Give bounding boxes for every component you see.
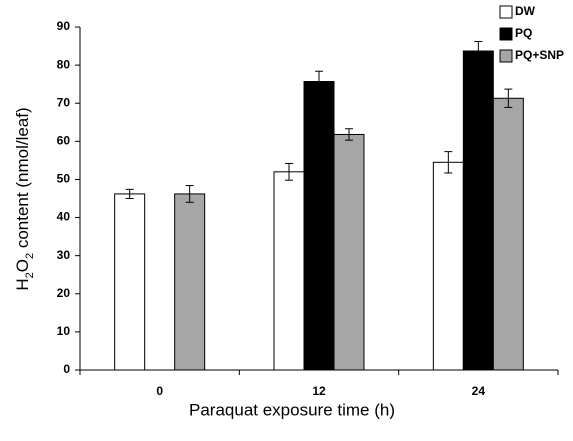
y-tick-label: 70 [57,95,71,109]
x-tick-label: 12 [312,384,326,398]
subscript: 2 [24,253,36,259]
bar [432,161,464,371]
bar [492,97,524,371]
error-bar [444,151,453,174]
y-tick-label: 20 [57,286,71,300]
y-tick-label: 60 [57,134,71,148]
error-bar [185,185,194,203]
bar [462,50,494,371]
legend-label: PQ+SNP [515,48,564,62]
y-tick-label: 90 [57,19,71,33]
legend-label: DW [515,4,536,18]
label-part: O [13,259,32,272]
y-tick-label: 40 [57,210,71,224]
error-bar [504,88,513,108]
bar [273,171,305,371]
legend-label: PQ [515,26,532,40]
x-axis-label: Paraquat exposure time (h) [189,400,395,419]
x-tick-label: 24 [472,384,486,398]
label-part: H [13,278,32,290]
legend-swatch [499,27,513,41]
legend-swatch [499,49,513,63]
y-tick-label: 10 [57,324,71,338]
error-bar [474,40,483,62]
bar [114,193,146,371]
error-bar [345,128,353,141]
error-bar [125,188,134,199]
y-tick-label: 80 [57,57,71,71]
legend-swatch [499,5,513,19]
bar [303,80,335,371]
subscript: 2 [24,272,36,278]
error-bar [315,70,323,93]
y-tick-label: 0 [63,362,70,376]
bar [333,133,365,371]
x-tick-label: 0 [156,384,163,398]
y-axis-label: H2O2 content (nmol/leaf) [13,107,35,290]
error-bar [285,162,293,181]
label-part: content (nmol/leaf) [13,107,32,253]
y-tick-label: 30 [57,248,71,262]
y-tick-label: 50 [57,172,71,186]
bar [174,193,206,371]
